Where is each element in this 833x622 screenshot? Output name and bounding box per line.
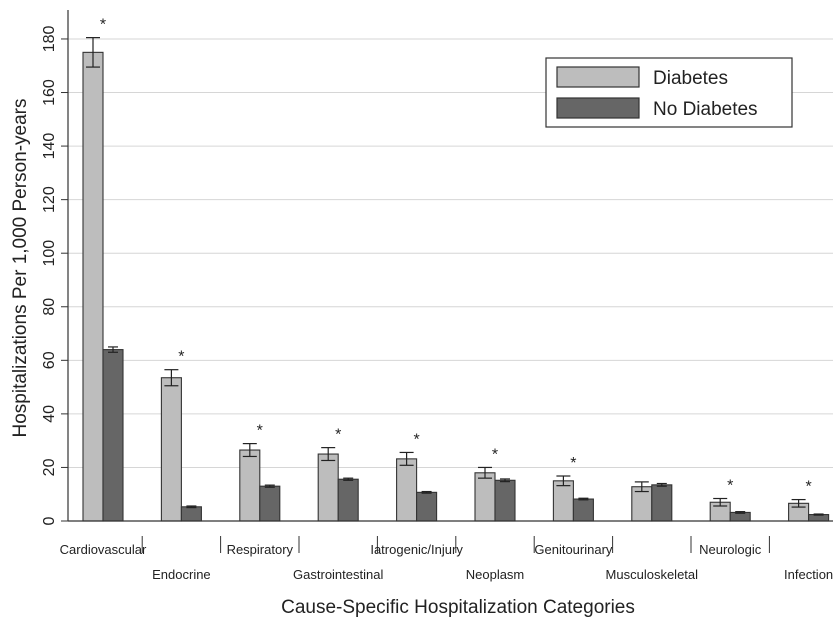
significance-marker: *	[727, 478, 733, 495]
legend-swatch-diabetes	[556, 66, 640, 88]
x-tick-label: Infection	[784, 567, 833, 582]
bar-no-diabetes	[102, 349, 124, 522]
x-tick-label: Cardiovascular	[60, 542, 147, 557]
bar-diabetes	[239, 449, 261, 522]
y-tick-label: 100	[41, 240, 58, 267]
y-tick-label: 60	[41, 351, 58, 369]
x-tick-label: Neoplasm	[466, 567, 525, 582]
legend-label-diabetes: Diabetes	[653, 68, 728, 89]
error-bar-group	[86, 37, 824, 516]
legend-label-no-diabetes: No Diabetes	[653, 99, 758, 120]
x-axis: Cardiovascular Endocrine Respiratory Gastro…	[60, 520, 833, 582]
bar-diabetes	[474, 472, 496, 522]
y-tick-label: 180	[41, 26, 58, 53]
bar-diabetes	[82, 51, 104, 522]
y-tick-label: 40	[41, 405, 58, 423]
x-tick-label: Respiratory	[227, 542, 294, 557]
bar-diabetes	[160, 377, 182, 522]
significance-marker: *	[570, 455, 576, 472]
y-tick-label: 0	[41, 516, 58, 525]
significance-marker: *	[178, 349, 184, 366]
x-axis-title: Cause-Specific Hospitalization Categorie…	[281, 597, 635, 618]
significance-marker: *	[805, 479, 811, 496]
legend-swatch-no-diabetes	[556, 97, 640, 119]
bar-diabetes	[317, 453, 339, 522]
x-tick-label: Genitourinary	[534, 542, 613, 557]
significance-marker: *	[413, 431, 419, 448]
x-tick-label: Iatrogenic/Injury	[370, 542, 463, 557]
x-tick-label: Endocrine	[152, 567, 211, 582]
significance-marker: *	[492, 446, 498, 463]
y-tick-label: 20	[41, 458, 58, 476]
bar-no-diabetes	[494, 479, 516, 522]
x-tick-label: Musculoskeletal	[606, 567, 699, 582]
x-tick-label: Gastrointestinal	[293, 567, 383, 582]
bar-no-diabetes	[180, 506, 202, 522]
bar-diabetes	[396, 458, 418, 522]
y-axis: 0 20 40 60 80 100 120 140 160 180	[41, 10, 69, 525]
y-tick-label: 80	[41, 298, 58, 316]
y-tick-label: 140	[41, 133, 58, 160]
bar-no-diabetes	[259, 485, 281, 522]
significance-marker: *	[335, 427, 341, 444]
y-tick-label: 120	[41, 186, 58, 213]
y-axis-title: Hospitalizations Per 1,000 Person-years	[10, 98, 31, 437]
significance-marker: *	[100, 17, 106, 34]
bar-no-diabetes	[337, 478, 359, 522]
gridlines	[68, 38, 833, 468]
x-tick-label: Neurologic	[699, 542, 762, 557]
bar-diabetes	[552, 480, 574, 522]
bar-no-diabetes	[416, 491, 438, 522]
bar-no-diabetes	[572, 498, 594, 522]
y-tick-label: 160	[41, 79, 58, 106]
significance-marker: *	[257, 423, 263, 440]
legend: Diabetes No Diabetes	[545, 57, 793, 128]
bar-series-group	[82, 51, 830, 522]
significance-marker-group: * * * * * * * * *	[100, 17, 812, 496]
bar-no-diabetes	[651, 484, 673, 522]
